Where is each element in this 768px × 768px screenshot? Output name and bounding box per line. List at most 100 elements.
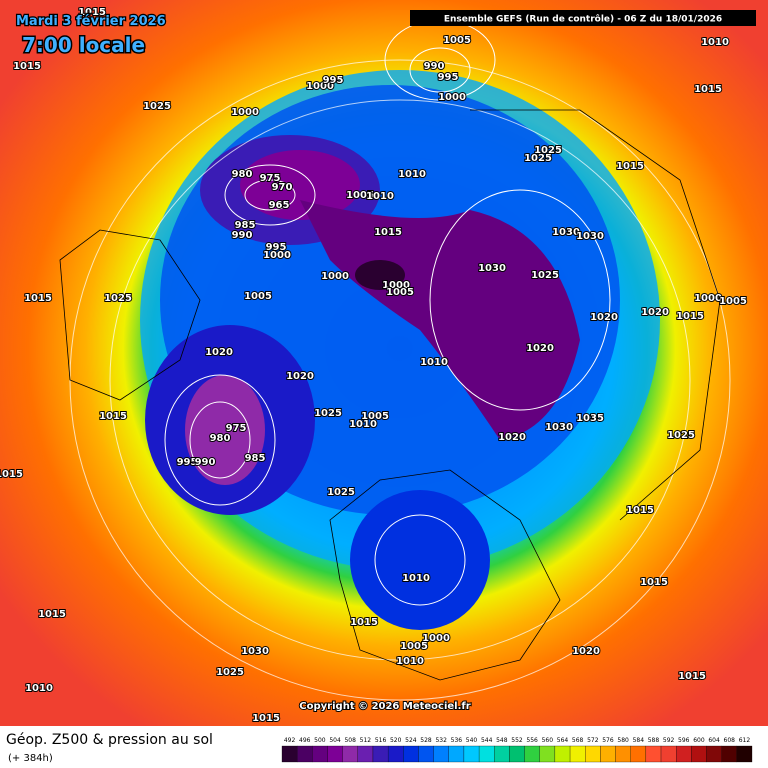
isobar-label: 1015 (78, 7, 106, 18)
isobar (189, 401, 251, 479)
scale-swatch (706, 745, 722, 763)
scale-swatch (418, 745, 434, 763)
isobar-label: 1000 (438, 92, 466, 103)
scale-label: 492 (284, 737, 296, 744)
isobar-label: 995 (266, 242, 287, 253)
isobar-label: 985 (245, 453, 266, 464)
coastline (59, 229, 201, 401)
scale-label: 600 (693, 737, 705, 744)
scale-swatch (569, 745, 586, 763)
scale-label: 496 (299, 737, 311, 744)
scale-label: 508 (344, 737, 356, 744)
scale-swatch (721, 745, 737, 763)
scale-label: 532 (435, 737, 447, 744)
coastline (329, 469, 561, 681)
isobar-labels: 1015101510251000100099510059909951000101… (0, 6, 748, 725)
isobar-label: 1015 (640, 577, 668, 588)
isobar (429, 189, 611, 411)
scale-swatch (478, 745, 495, 763)
scale-label: 544 (481, 737, 493, 744)
isobar-label: 995 (438, 72, 459, 83)
scale-swatch (494, 745, 510, 763)
isobar-label: 1015 (24, 293, 52, 304)
isobar-label: 1025 (667, 430, 695, 441)
date: Mardi 3 février 2026 (16, 14, 166, 29)
scale-label: 612 (739, 737, 751, 744)
isobar-label: 985 (235, 220, 256, 231)
isobar-label: 995 (177, 457, 198, 468)
isobar-label: 1015 (694, 84, 722, 95)
scale-swatch (463, 745, 480, 763)
height-zone (350, 490, 490, 630)
isobar-label: 1025 (216, 667, 244, 678)
isobar-label: 1000 (231, 107, 259, 118)
isobar-label: 1020 (286, 371, 314, 382)
scale-label: 516 (375, 737, 387, 744)
scale-swatch (539, 745, 556, 763)
isobar-label: 1015 (252, 713, 280, 724)
scale-swatch (524, 745, 540, 763)
scale-swatch (403, 745, 419, 763)
isobar-label: 1015 (350, 617, 378, 628)
scale-swatch (342, 745, 358, 763)
scale-swatch (676, 745, 692, 763)
isobar-label: 1015 (374, 227, 402, 238)
model-banner (410, 10, 756, 26)
isobar-label: 965 (269, 200, 290, 211)
isobar-label: 1025 (531, 270, 559, 281)
isobar-label: 1030 (478, 263, 506, 274)
map: 1015101510251000100099510059909951000101… (0, 0, 768, 726)
isobar-label: 1000 (694, 293, 722, 304)
isobar-label: 980 (232, 169, 253, 180)
footer-title: Géop. Z500 & pression au sol (6, 732, 213, 748)
scale-label: 552 (511, 737, 523, 744)
isobar-label: 1005 (361, 411, 389, 422)
isobar-label: 975 (226, 423, 247, 434)
scale-swatch (615, 745, 631, 763)
scale-label: 556 (526, 737, 538, 744)
height-zone (300, 200, 580, 440)
isobar-label: 1010 (420, 357, 448, 368)
isobar (224, 164, 316, 226)
scale-label: 536 (451, 737, 463, 744)
isobar-label: 1030 (576, 231, 604, 242)
scale-swatch (448, 745, 465, 763)
scale-swatch (630, 745, 647, 763)
scale-swatch (312, 745, 328, 763)
isobar-label: 980 (210, 433, 231, 444)
scale-swatch (600, 745, 616, 763)
scale-label: 540 (466, 737, 478, 744)
scale-label: 500 (314, 737, 326, 744)
isobar-label: 1005 (400, 641, 428, 652)
isobar-label: 1025 (104, 293, 132, 304)
scale-label: 548 (496, 737, 508, 744)
isobar-label: 1030 (241, 646, 269, 657)
model-run: Ensemble GEFS (Run de contrôle) - 06 Z d… (444, 14, 722, 25)
isobar-label: 1020 (526, 343, 554, 354)
isobar-label: 1025 (143, 101, 171, 112)
scale-swatch (509, 745, 525, 763)
scale-label: 572 (587, 737, 599, 744)
isobar-label: 1015 (616, 161, 644, 172)
isobar-label: 990 (424, 61, 445, 72)
isobar-label: 1025 (534, 145, 562, 156)
isobar-label: 1020 (572, 646, 600, 657)
isobar-label: 1010 (25, 683, 53, 694)
isobar-label: 1010 (366, 191, 394, 202)
isobar-label: 1000 (422, 633, 450, 644)
scale-swatch (327, 745, 343, 763)
scale-label: 524 (405, 737, 417, 744)
scale-swatch (357, 745, 374, 763)
scale-label: 504 (329, 737, 341, 744)
isobar-label: 1015 (678, 671, 706, 682)
color-scale: 492 496 500 504 508 512 516 520 524 528 532 536 540 5… (281, 737, 753, 763)
isobar-label: 1010 (701, 37, 729, 48)
isobar (374, 514, 466, 606)
isobar (109, 99, 691, 661)
scale-swatch (691, 745, 707, 763)
isobar-label: 1030 (552, 227, 580, 238)
isobar-label: 1015 (676, 311, 704, 322)
isobar-label: 995 (323, 75, 344, 86)
scale-swatch (297, 745, 313, 763)
isobar-label: 1020 (641, 307, 669, 318)
